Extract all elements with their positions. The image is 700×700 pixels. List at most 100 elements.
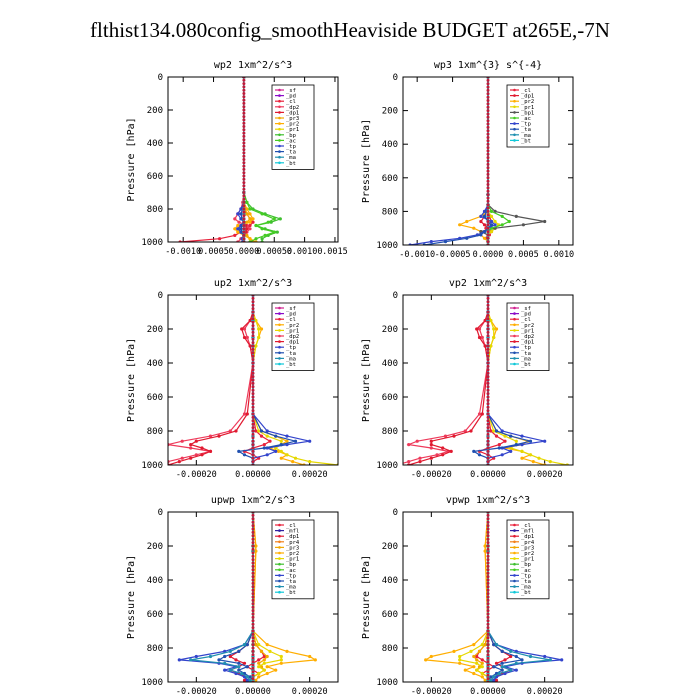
legend-label-cl: _cl xyxy=(521,523,531,529)
series-point-ac xyxy=(266,220,270,224)
zero-line-marker xyxy=(486,361,490,365)
series-point-ma xyxy=(242,643,247,647)
zero-line-marker xyxy=(486,534,490,538)
series-point-ta xyxy=(223,654,227,659)
zero-line-marker xyxy=(251,656,255,660)
zero-line-marker xyxy=(242,151,246,155)
y-tick-label: 400 xyxy=(382,576,398,586)
zero-line-marker xyxy=(486,375,490,379)
legend-label-pr1: _pr1 xyxy=(286,557,299,563)
zero-line-marker xyxy=(242,200,246,204)
series-point-pr2 xyxy=(472,226,476,230)
legend-label-ma: _ma xyxy=(286,585,296,591)
legend-marker-pr1 xyxy=(278,329,281,332)
y-tick-label: 800 xyxy=(382,207,398,217)
zero-line-marker xyxy=(251,392,255,396)
zero-line-marker xyxy=(251,629,255,633)
y-tick-label: 600 xyxy=(147,172,163,182)
zero-line-marker xyxy=(486,330,490,334)
series-point-dp2 xyxy=(443,434,448,438)
legend-label-pr4: _pr4 xyxy=(521,540,535,546)
zero-line-marker xyxy=(486,327,490,331)
legend-marker-sf xyxy=(278,88,281,92)
legend-marker-tp xyxy=(278,144,281,148)
zero-line-marker xyxy=(251,660,255,664)
y-tick-label: 400 xyxy=(147,576,163,586)
legend-label-ta: _ta xyxy=(521,579,531,585)
zero-line-marker xyxy=(486,629,490,633)
zero-line-marker xyxy=(486,337,490,341)
series-point-dp1 xyxy=(429,456,433,460)
zero-line-marker xyxy=(486,636,490,640)
zero-line-marker xyxy=(486,179,490,183)
y-tick-label: 400 xyxy=(382,359,398,369)
zero-line-marker xyxy=(486,102,490,106)
zero-line-marker xyxy=(486,449,490,453)
legend-marker-ma xyxy=(513,585,516,588)
zero-line-marker xyxy=(486,646,490,650)
series-point-ma xyxy=(237,665,241,669)
y-tick-label: 800 xyxy=(382,644,398,654)
zero-line-marker xyxy=(486,193,490,197)
zero-line-marker xyxy=(486,364,490,368)
zero-line-marker xyxy=(251,368,255,372)
zero-line-marker xyxy=(486,677,490,681)
zero-line-marker xyxy=(486,152,490,156)
series-point-ma xyxy=(548,658,552,662)
series-point-ma xyxy=(492,675,496,679)
zero-line-marker xyxy=(486,551,490,555)
zero-line-marker xyxy=(486,78,490,82)
zero-line-marker xyxy=(486,439,490,443)
zero-line-marker xyxy=(251,337,255,341)
legend-marker-sf xyxy=(278,306,281,310)
series-point-ta xyxy=(482,214,487,218)
zero-line-marker xyxy=(486,544,490,548)
figure-title: flthist134.080config_smoothHeaviside BUD… xyxy=(90,18,610,42)
series-point-ta xyxy=(239,227,243,231)
zero-line-marker xyxy=(486,527,490,531)
series-point-pr2 xyxy=(251,217,255,221)
x-tick-label: 0.00000 xyxy=(470,687,506,697)
zero-line-marker xyxy=(251,513,255,517)
zero-line-marker xyxy=(251,561,255,565)
y-tick-label: 0 xyxy=(158,508,163,518)
series-line-pr1 xyxy=(487,77,500,245)
legend: _sf_pd_cl_pr2_pr1_dp2_dp1_tp_ta_ma_bt xyxy=(271,302,315,371)
legend-label-pr2: _pr2 xyxy=(521,551,534,557)
zero-line-marker xyxy=(486,176,490,180)
series-point-ma xyxy=(514,661,518,665)
zero-line-marker xyxy=(251,609,255,613)
series-point-ma xyxy=(489,678,493,682)
series-point-dp2 xyxy=(435,453,439,457)
legend-label-pr3: _pr3 xyxy=(286,116,299,122)
legend-marker-tp xyxy=(513,345,516,349)
zero-line-marker xyxy=(486,626,490,630)
series-point-ta xyxy=(492,643,496,647)
legend-marker-ta xyxy=(278,351,281,355)
series-point-pr1 xyxy=(265,434,269,438)
series-point-dp1 xyxy=(449,449,453,453)
legend-label-cl: _cl xyxy=(286,317,296,323)
zero-line-marker xyxy=(242,82,246,86)
series-point-tp xyxy=(236,212,240,216)
legend-marker-ac xyxy=(513,568,516,572)
zero-line-marker xyxy=(251,436,255,440)
legend-marker-ta xyxy=(513,127,516,131)
zero-line-marker xyxy=(251,571,255,575)
zero-line-marker xyxy=(486,670,490,674)
zero-line-marker xyxy=(486,443,490,447)
zero-line-marker xyxy=(242,148,246,152)
zero-line-marker xyxy=(486,216,490,220)
y-tick-label: 600 xyxy=(382,393,398,403)
series-point-tp xyxy=(514,668,518,672)
series-point-ma xyxy=(509,668,513,672)
series-point-dp1 xyxy=(200,453,204,457)
series-point-ta xyxy=(217,658,221,662)
zero-line-marker xyxy=(251,585,255,589)
zero-line-marker xyxy=(486,558,490,562)
zero-line-marker xyxy=(251,361,255,365)
legend-label-cl: _cl xyxy=(286,99,296,105)
zero-line-marker xyxy=(486,554,490,558)
series-point-ma xyxy=(228,668,232,672)
